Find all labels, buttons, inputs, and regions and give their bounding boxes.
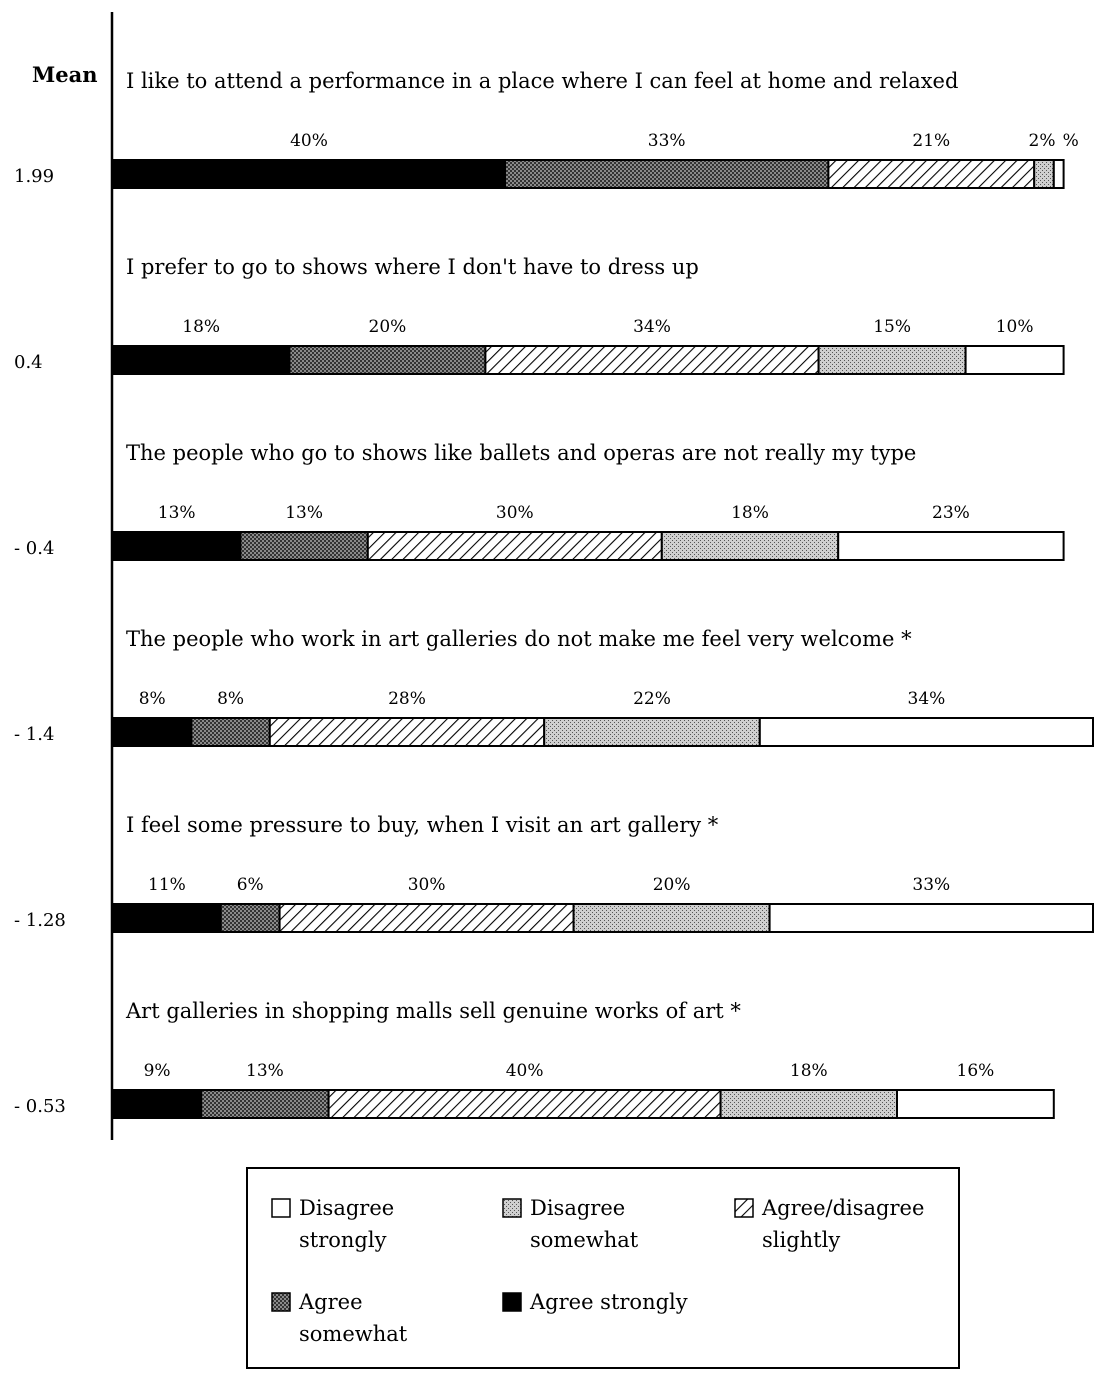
bar-segment-disagree-somewhat (719, 1089, 898, 1119)
mean-value: 1.99 (14, 166, 54, 187)
data-label-agree-somewhat: 13% (246, 1061, 284, 1081)
row-4: The people who work in art galleries do … (14, 627, 1094, 747)
legend-label: somewhat (530, 1228, 639, 1252)
bar-segment-disagree-somewhat (817, 345, 967, 375)
data-label-disagree-somewhat: 15% (873, 317, 911, 337)
data-label-agree-strongly: 40% (290, 131, 328, 151)
legend-swatch-disagree-strongly (271, 1198, 291, 1218)
legend-label: Disagree (299, 1196, 394, 1220)
bar-segment-agree-disagree-slightly (278, 903, 575, 933)
mean-value: 0.4 (14, 352, 43, 373)
data-label-agree-somewhat: 13% (285, 503, 323, 523)
bar-segment-agree-disagree-slightly (366, 531, 663, 561)
row-5: I feel some pressure to buy, when I visi… (14, 813, 1094, 933)
statement-label: Art galleries in shopping malls sell gen… (125, 999, 741, 1023)
data-label-agree-strongly: 13% (158, 503, 196, 523)
bar-segment-disagree-somewhat (1033, 159, 1055, 189)
data-label-agree-somewhat: 8% (217, 689, 244, 709)
legend-label: slightly (762, 1228, 840, 1252)
bar-segment-agree-strongly (112, 159, 506, 189)
data-label-disagree-somewhat: 18% (731, 503, 769, 523)
data-label-agree-disagree-slightly: 28% (388, 689, 426, 709)
data-label-agree-strongly: 9% (144, 1061, 171, 1081)
data-label-agree-disagree-slightly: 21% (912, 131, 950, 151)
bar-segment-disagree-strongly (964, 345, 1065, 375)
bar-segment-disagree-somewhat (543, 717, 761, 747)
data-label-disagree-strongly: 34% (908, 689, 946, 709)
bar-segment-agree-somewhat (219, 903, 281, 933)
data-label-agree-disagree-slightly: 40% (506, 1061, 544, 1081)
bar-segment-agree-somewhat (504, 159, 830, 189)
bar-segment-disagree-strongly (837, 531, 1065, 561)
legend: Disagree strongly Disagree somewhat Agree/di… (246, 1167, 960, 1369)
bar-segment-agree-somewhat (200, 1089, 330, 1119)
statement-label: I feel some pressure to buy, when I visi… (126, 813, 719, 837)
bar-segment-agree-disagree-slightly (484, 345, 820, 375)
data-label-agree-disagree-slightly: 34% (633, 317, 671, 337)
bar-segment-agree-somewhat (239, 531, 369, 561)
data-label-disagree-somewhat: 20% (653, 875, 691, 895)
data-label-disagree-somewhat: 18% (790, 1061, 828, 1081)
data-label-disagree-strongly: 23% (932, 503, 970, 523)
row-3: The people who go to shows like ballets … (14, 441, 1065, 561)
mean-value: - 0.4 (14, 538, 54, 559)
mean-value: - 0.53 (14, 1096, 66, 1117)
bar-segment-agree-somewhat (288, 345, 487, 375)
statement-label: I like to attend a performance in a plac… (126, 69, 958, 93)
row-2: I prefer to go to shows where I don't ha… (14, 255, 1065, 375)
bar-segment-agree-strongly (112, 345, 291, 375)
bar-segment-agree-strongly (112, 531, 242, 561)
statement-label: The people who work in art galleries do … (126, 627, 912, 651)
legend-swatch-agree-somewhat (271, 1292, 291, 1312)
data-label-agree-strongly: 18% (182, 317, 220, 337)
data-label-disagree-somewhat: 2% (1029, 131, 1056, 151)
legend-swatch-slightly (734, 1198, 754, 1218)
bar-segment-agree-disagree-slightly (827, 159, 1036, 189)
data-label-agree-somewhat: 20% (369, 317, 407, 337)
legend-label: Disagree (530, 1196, 625, 1220)
row-6: Art galleries in shopping malls sell gen… (14, 999, 1055, 1119)
bar-segment-disagree-strongly (896, 1089, 1055, 1119)
data-label-agree-disagree-slightly: 30% (408, 875, 446, 895)
data-label-disagree-strongly: 16% (957, 1061, 995, 1081)
legend-box (246, 1167, 960, 1369)
bar-segment-disagree-strongly (768, 903, 1094, 933)
data-label-agree-strongly: 8% (139, 689, 166, 709)
bar-segment-disagree-strongly (758, 717, 1094, 747)
mean-header: Mean (32, 62, 97, 87)
data-label-disagree-strongly: % (1063, 131, 1079, 151)
legend-label: strongly (299, 1228, 387, 1252)
legend-label: Agree (298, 1290, 363, 1314)
bar-segment-disagree-somewhat (660, 531, 840, 561)
bar-segment-disagree-strongly (1052, 159, 1065, 189)
bar-segment-agree-somewhat (190, 717, 271, 747)
legend-label: somewhat (299, 1322, 408, 1346)
data-label-agree-somewhat: 6% (237, 875, 264, 895)
data-label-disagree-strongly: 10% (996, 317, 1034, 337)
chart-rows: I like to attend a performance in a plac… (14, 69, 1094, 1119)
bar-segment-agree-disagree-slightly (268, 717, 546, 747)
bar-segment-agree-strongly (112, 903, 222, 933)
data-label-disagree-somewhat: 22% (633, 689, 671, 709)
row-1: I like to attend a performance in a plac… (14, 69, 1079, 189)
bar-segment-agree-disagree-slightly (327, 1089, 722, 1119)
legend-swatch-agree-strongly (502, 1292, 522, 1312)
legend-label: Agree strongly (529, 1290, 688, 1314)
legend-label: Agree/disagree (761, 1196, 924, 1220)
bar-segment-agree-strongly (112, 717, 193, 747)
statement-label: I prefer to go to shows where I don't ha… (126, 255, 699, 279)
mean-value: - 1.4 (14, 724, 54, 745)
data-label-agree-strongly: 11% (148, 875, 186, 895)
data-label-agree-somewhat: 33% (648, 131, 686, 151)
bar-segment-disagree-somewhat (572, 903, 771, 933)
mean-value: - 1.28 (14, 910, 66, 931)
data-label-disagree-strongly: 33% (912, 875, 950, 895)
bar-segment-agree-strongly (112, 1089, 203, 1119)
statement-label: The people who go to shows like ballets … (126, 441, 916, 465)
legend-swatch-disagree-somewhat (502, 1198, 522, 1218)
data-label-agree-disagree-slightly: 30% (496, 503, 534, 523)
